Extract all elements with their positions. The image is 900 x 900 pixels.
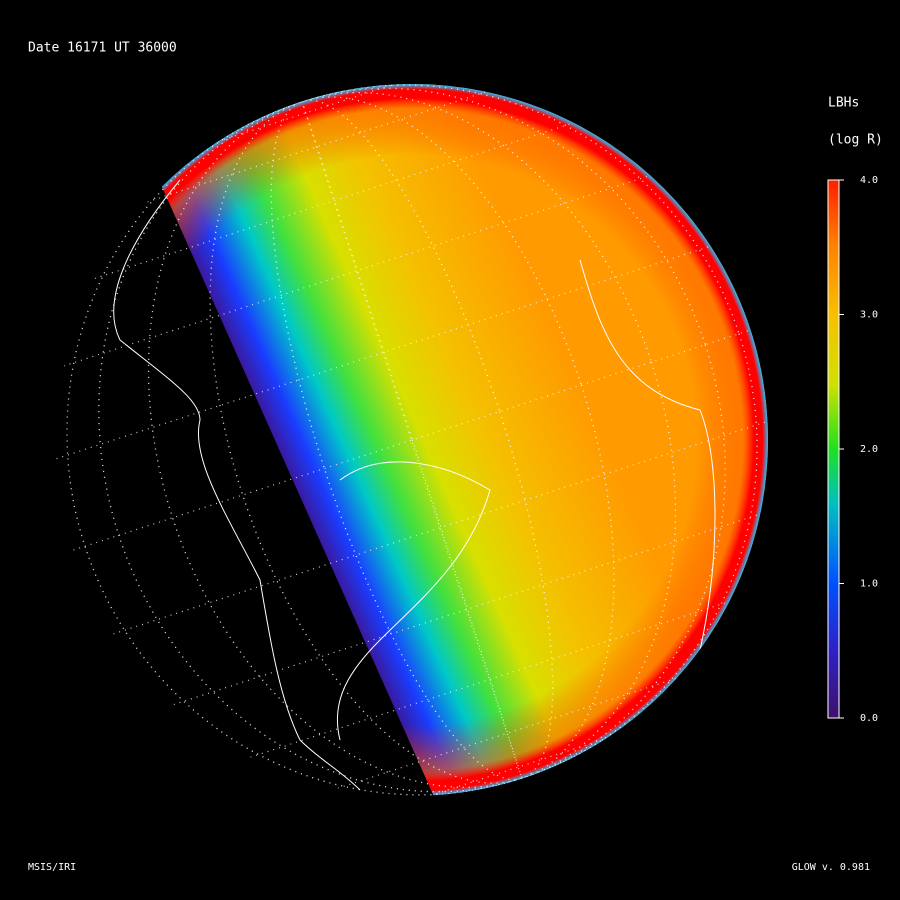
colorbar-tick-label: 0.0	[860, 713, 878, 724]
colorbar-unit: (log R)	[828, 133, 883, 148]
footer-right: GLOW v. 0.981	[792, 862, 870, 873]
colorbar-title: LBHs	[828, 96, 859, 111]
colorbar-tick-label: 1.0	[860, 579, 878, 590]
footer-left: MSIS/IRI	[28, 862, 76, 873]
colorbar	[827, 179, 840, 719]
header-title: Date 16171 UT 36000	[28, 41, 177, 56]
colorbar-tick-label: 4.0	[860, 175, 878, 186]
colorbar-tick-label: 3.0	[860, 310, 878, 321]
colorbar-tick-label: 2.0	[860, 444, 878, 455]
